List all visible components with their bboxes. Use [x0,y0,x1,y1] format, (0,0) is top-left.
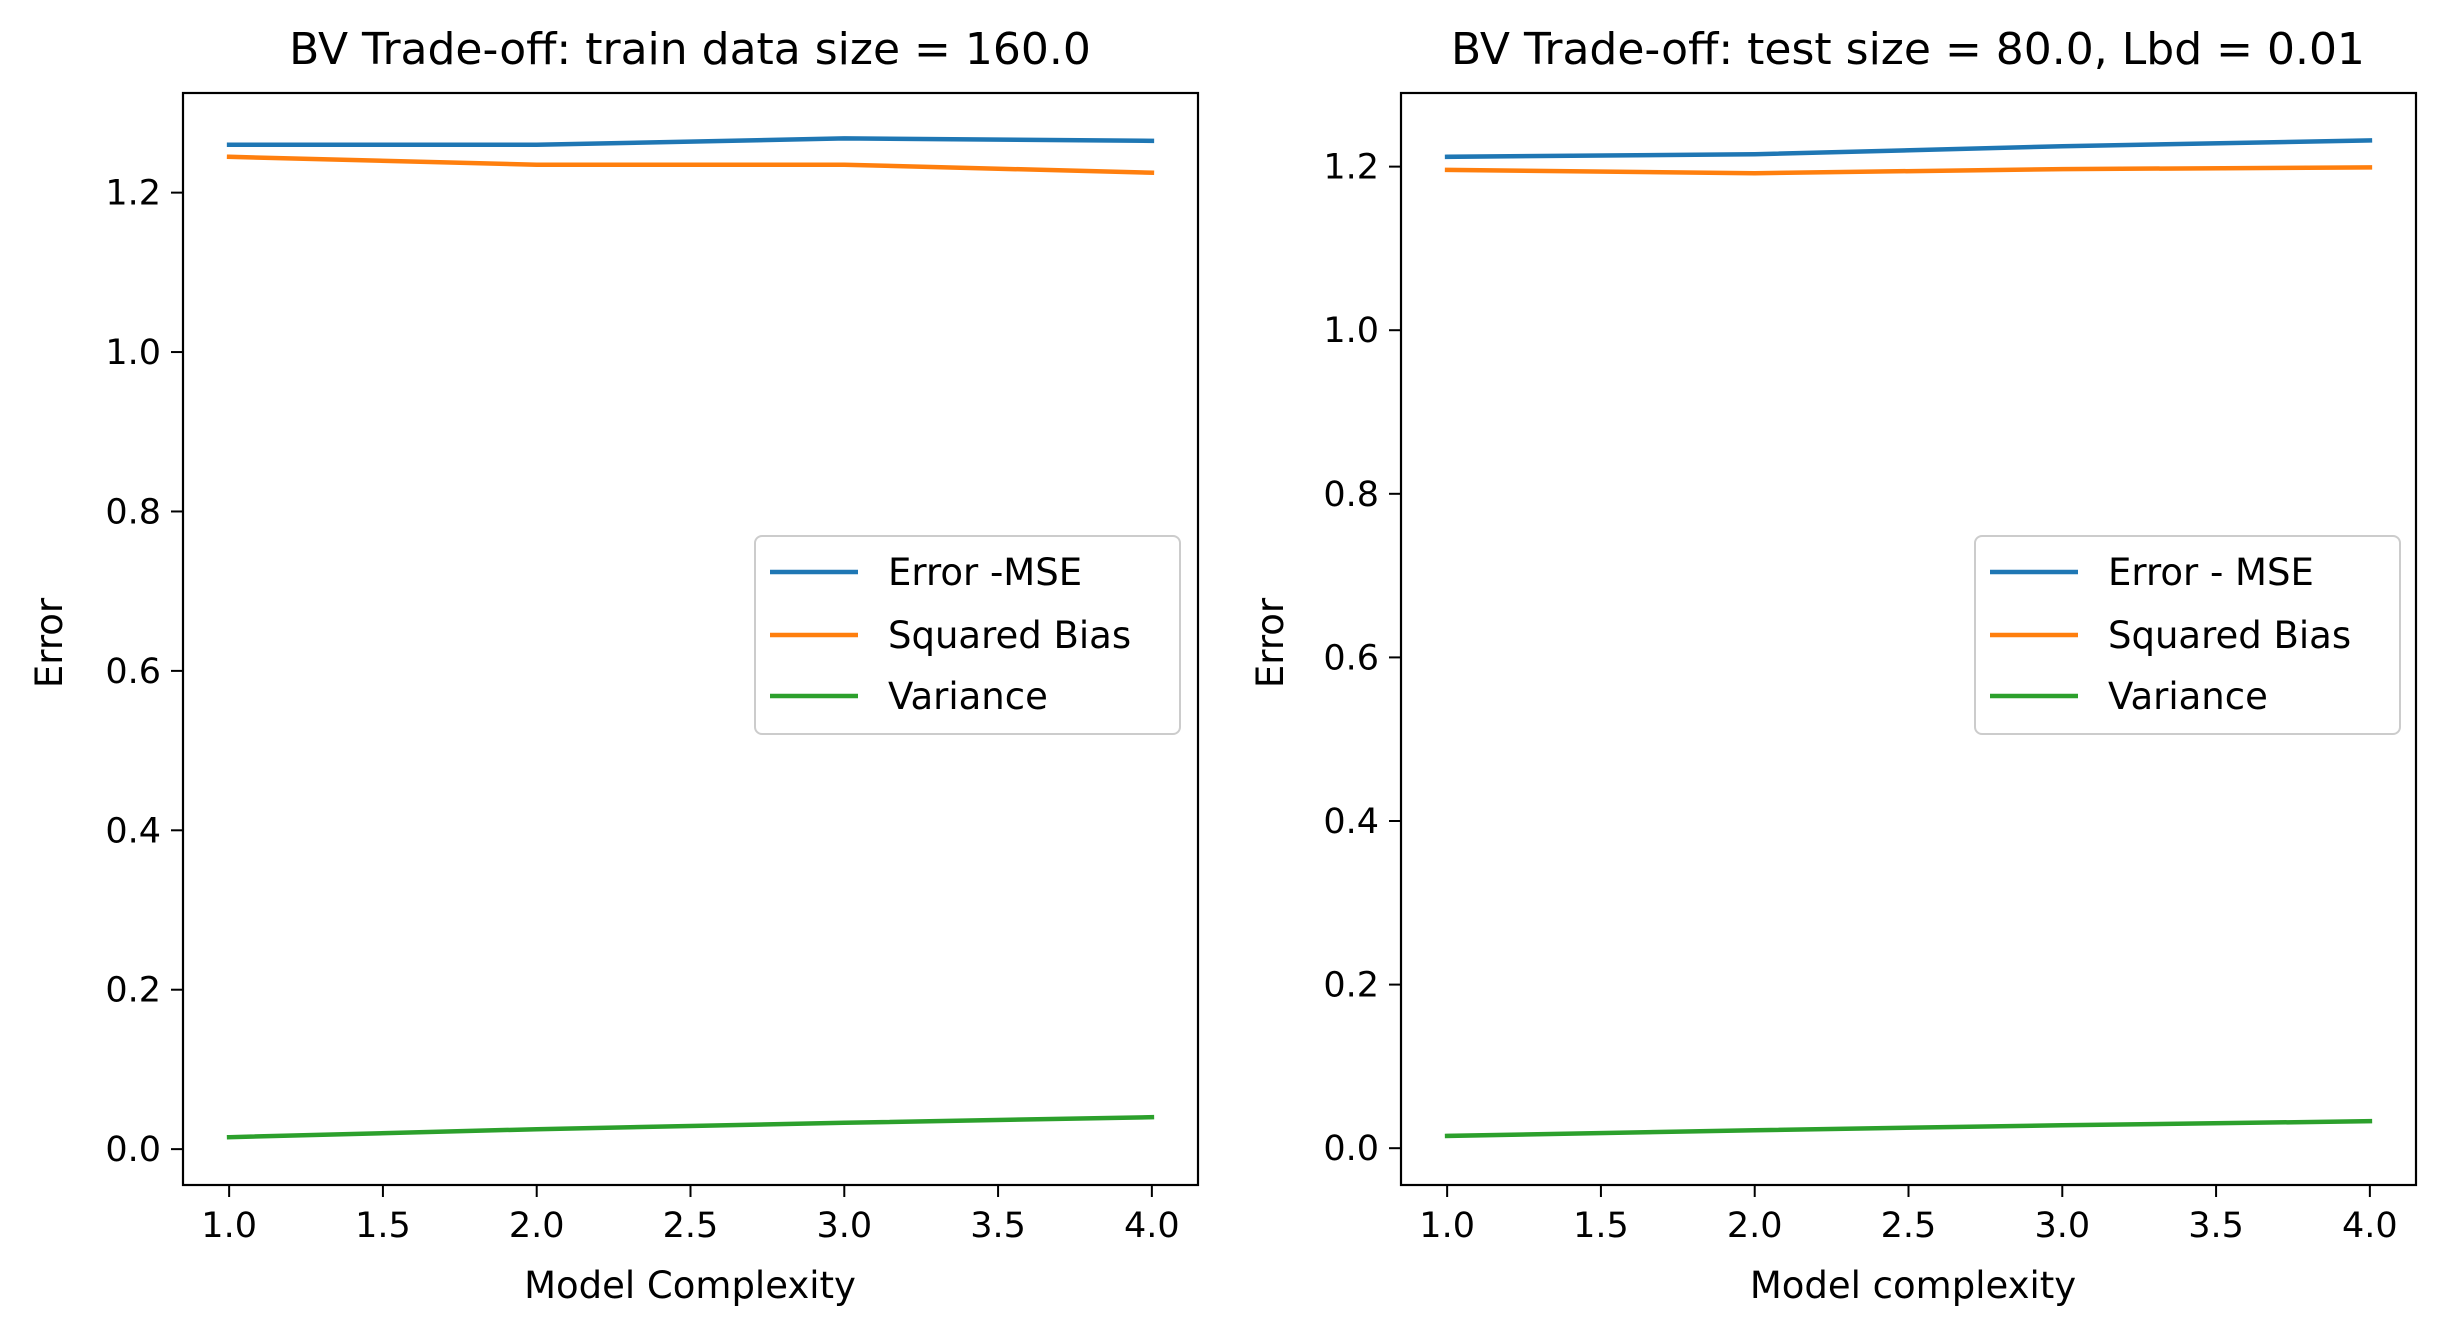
chart-right-ytick-label: 0.2 [1323,966,1379,1006]
chart-left-legend: Error -MSE Squared Bias Variance [754,535,1181,735]
chart-left-xtick-label: 3.0 [816,1206,872,1246]
chart-left-xtick-label: 4.0 [1124,1206,1180,1246]
chart-right-legend-label-mse: Error - MSE [2108,551,2314,594]
chart-right-ytick-label: 0.0 [1323,1129,1379,1169]
chart-right-xtick-label: 3.0 [2034,1206,2090,1246]
chart-right-series-line-1 [1444,165,2373,176]
chart-left-legend-box [754,535,1181,735]
chart-left-ticks: 1.0 1.5 2.0 2.5 3.0 3.5 4.0 0.0 0.2 0.4 0.6 0.8 1.0 1… [105,174,1179,1246]
chart-right-ytick-label: 1.0 [1323,311,1379,351]
chart-right-xtick-label: 1.0 [1419,1206,1475,1246]
chart-left-ytick-label: 0.0 [105,1130,161,1170]
chart-right-xtick-label: 3.5 [2188,1206,2244,1246]
chart-right-title: BV Trade-off: test size = 80.0, Lbd = 0.… [1451,24,2365,75]
chart-left-xtick-label: 2.0 [509,1206,565,1246]
chart-left-ytick-label: 0.8 [105,492,161,532]
chart-left-frame [181,91,1200,1187]
chart-right-series-line-0 [1444,138,2373,160]
chart-right-ytick-label: 0.6 [1323,638,1379,678]
chart-left-ytick-label: 1.0 [105,333,161,373]
chart-right-xtick-label: 2.5 [1881,1206,1937,1246]
chart-left-series-line-0 [226,136,1155,148]
chart-left-xtick-label: 3.5 [970,1206,1026,1246]
chart-left-xtick-label: 2.5 [663,1206,719,1246]
chart-right-ytick-label: 0.4 [1323,802,1379,842]
chart-right: BV Trade-off: test size = 80.0, Lbd = 0.… [1249,24,2418,1307]
chart-left-ytick-label: 0.4 [105,811,161,851]
chart-right-legend: Error - MSE Squared Bias Variance [1974,535,2401,735]
chart-left-xtick-label: 1.0 [201,1206,257,1246]
chart-right-ylabel: Error [1249,597,1292,688]
chart-left-legend-label-variance: Variance [888,675,1048,718]
chart-left-series-line-1 [226,154,1155,176]
chart-left-xtick-label: 1.5 [355,1206,411,1246]
chart-right-legend-box [1974,535,2401,735]
chart-right-frame [1399,91,2418,1187]
chart-right-legend-label-variance: Variance [2108,675,2268,718]
chart-left-series-line-2 [226,1114,1155,1140]
chart-left: BV Trade-off: train data size = 160.0 Mo… [28,24,1200,1307]
chart-right-lines [1444,138,2373,1139]
chart-right-ytick-label: 1.2 [1323,148,1379,188]
chart-left-lines [226,136,1155,1140]
chart-left-legend-label-mse: Error -MSE [888,551,1082,594]
chart-left-ytick-label: 1.2 [105,174,161,214]
chart-left-ytick-label: 0.2 [105,971,161,1011]
chart-left-xlabel: Model Complexity [524,1264,856,1307]
chart-right-series-line-2 [1444,1118,2373,1139]
chart-left-legend-label-bias: Squared Bias [888,614,1131,657]
chart-left-title: BV Trade-off: train data size = 160.0 [289,24,1091,75]
chart-right-xtick-label: 2.0 [1727,1206,1783,1246]
chart-right-xtick-label: 1.5 [1573,1206,1629,1246]
chart-right-xtick-label: 4.0 [2342,1206,2398,1246]
chart-right-ytick-label: 0.8 [1323,475,1379,515]
chart-right-legend-label-bias: Squared Bias [2108,614,2351,657]
chart-left-ytick-label: 0.6 [105,652,161,692]
chart-right-xlabel: Model complexity [1750,1264,2076,1307]
chart-right-ticks: 1.0 1.5 2.0 2.5 3.0 3.5 4.0 0.0 0.2 0.4 0.6 0.8 1.0 1… [1323,148,2397,1246]
chart-left-ylabel: Error [28,597,71,688]
